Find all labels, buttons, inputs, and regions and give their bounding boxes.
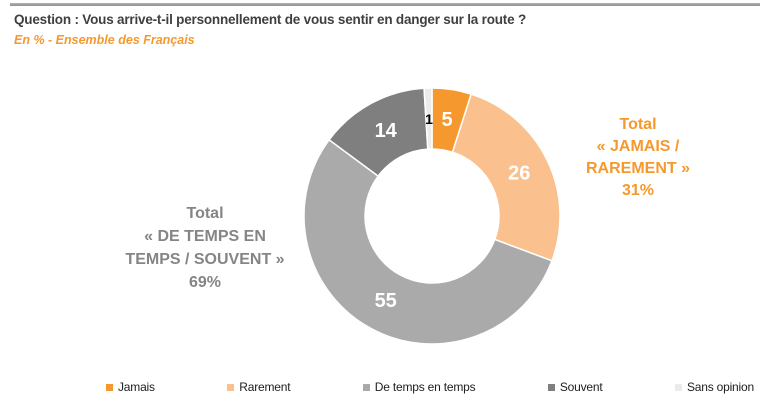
- chart-legend: Jamais Rarement De temps en temps Souvent Sa…: [106, 377, 754, 397]
- slice-value-label: 5: [441, 109, 452, 131]
- legend-item-sans-opinion: Sans opinion: [674, 380, 754, 394]
- donut-chart: 5 26 55 14 1: [303, 87, 561, 345]
- slice-value-label: 1: [425, 111, 433, 127]
- chart-subtitle: En % - Ensemble des Français: [14, 33, 195, 47]
- legend-label: Rarement: [239, 380, 291, 394]
- legend-item-de-temps-en-temps: De temps en temps: [362, 380, 476, 394]
- total-jamais-rarement-annotation: Total « JAMAIS / RAREMENT » 31%: [585, 116, 690, 199]
- legend-label: Souvent: [559, 380, 603, 394]
- top-divider: [10, 3, 760, 6]
- legend-label: Sans opinion: [686, 380, 754, 394]
- slice-value-label: 55: [375, 290, 397, 312]
- donut-slice-de-temps-en-temps: [303, 138, 553, 345]
- slice-value-label: 14: [375, 120, 398, 142]
- donut-slice-sans-opinion: [423, 87, 433, 150]
- legend-swatch-icon: [227, 383, 235, 391]
- slice-value-label: 26: [508, 163, 530, 185]
- legend-swatch-icon: [674, 383, 682, 391]
- legend-item-souvent: Souvent: [547, 380, 603, 394]
- total-de-temps-en-temps-souvent-annotation: Total « DE TEMPS EN TEMPS / SOUVENT » 69…: [125, 205, 285, 291]
- legend-swatch-icon: [547, 383, 555, 391]
- legend-label: De temps en temps: [374, 380, 476, 394]
- question-title: Question : Vous arrive-t-il personnellem…: [14, 12, 527, 27]
- legend-label: Jamais: [118, 380, 155, 394]
- legend-swatch-icon: [362, 383, 370, 391]
- donut-slice-rarement: [451, 93, 561, 262]
- legend-swatch-icon: [106, 383, 113, 391]
- legend-item-rarement: Rarement: [227, 380, 291, 394]
- legend-item-jamais: Jamais: [106, 380, 155, 394]
